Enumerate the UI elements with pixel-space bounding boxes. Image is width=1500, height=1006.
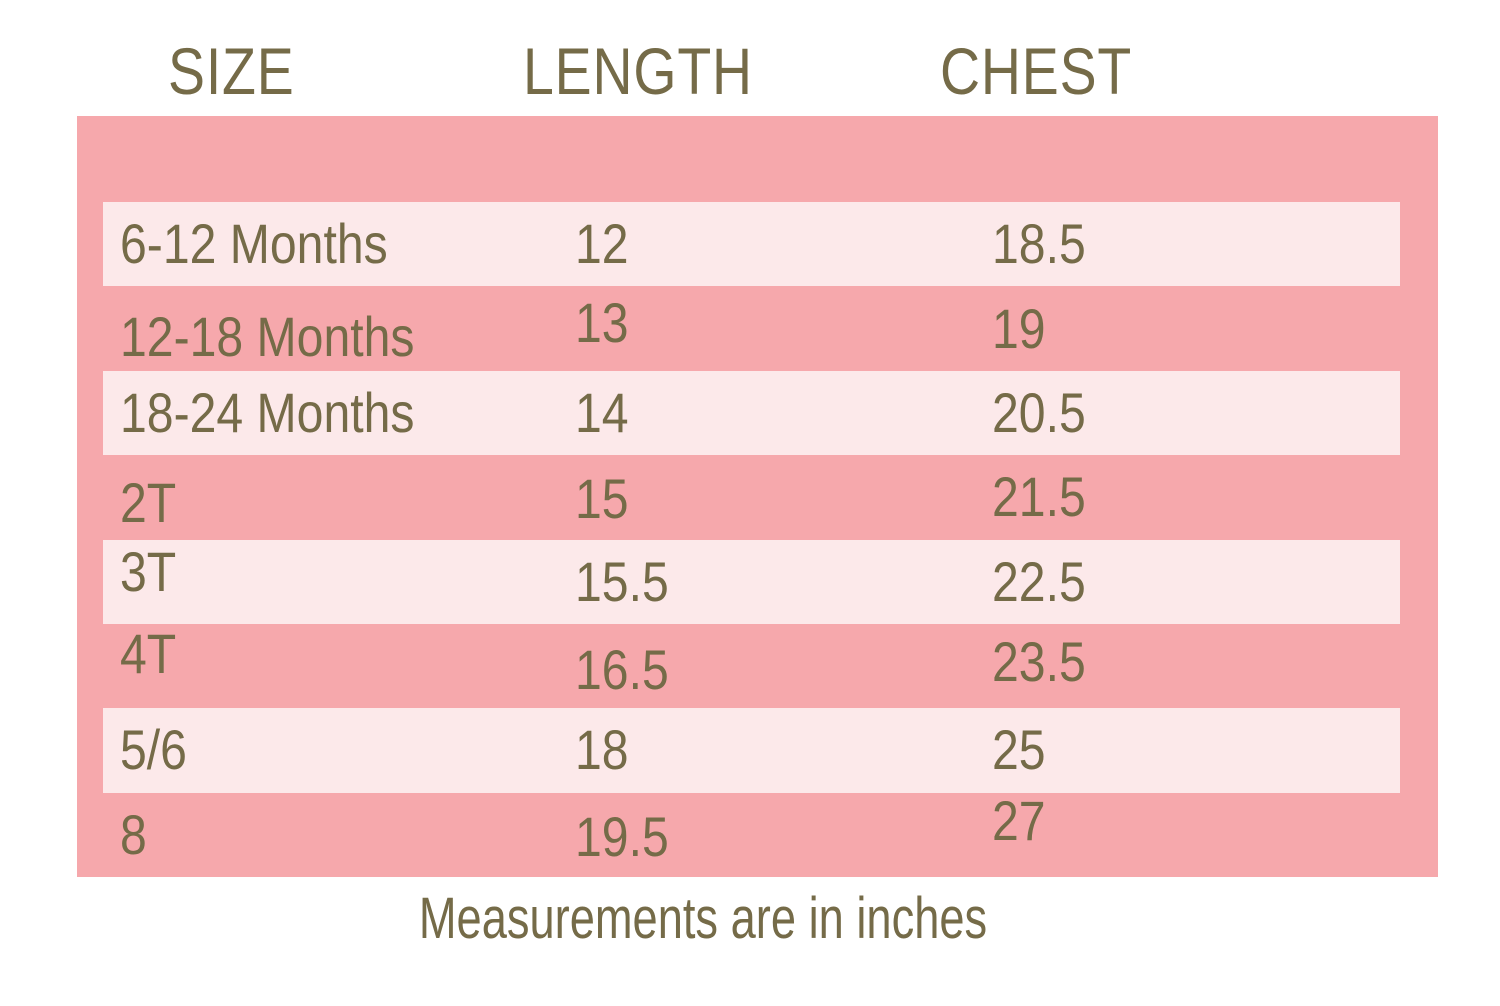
chest-cell: 27: [992, 788, 1046, 852]
length-cell: 15.5: [575, 549, 669, 613]
column-header-length: LENGTH: [523, 34, 753, 108]
table-row: 5/6 18 25: [77, 708, 1438, 793]
length-cell: 13: [575, 290, 629, 354]
column-header-size: SIZE: [168, 34, 295, 108]
footer-note: Measurements are in inches: [418, 886, 988, 951]
length-cell: 15: [575, 467, 629, 531]
table-row: 18-24 Months 14 20.5: [77, 370, 1438, 456]
size-cell: 4T: [120, 622, 177, 686]
length-cell: 12: [575, 212, 629, 276]
length-cell: 16.5: [575, 638, 669, 702]
table-row: 8 19.5 27: [77, 788, 1438, 877]
column-header-chest: CHEST: [940, 34, 1133, 108]
chest-cell: 21.5: [992, 465, 1086, 529]
table-row: 3T 15.5 22.5: [77, 539, 1438, 624]
chest-cell: 19: [992, 296, 1046, 360]
chest-cell: 22.5: [992, 549, 1086, 613]
size-cell: 12-18 Months: [120, 304, 415, 368]
table-row: 2T 15 21.5: [77, 455, 1438, 539]
size-cell: 18-24 Months: [120, 380, 415, 444]
chest-cell: 20.5: [992, 380, 1086, 444]
length-cell: 18: [575, 718, 629, 782]
table-row: 6-12 Months 12 18.5: [77, 202, 1438, 287]
chest-cell: 18.5: [992, 212, 1086, 276]
size-table: 6-12 Months 12 18.5 12-18 Months 13 19 1…: [77, 116, 1438, 877]
length-cell: 14: [575, 380, 629, 444]
table-row: 12-18 Months 13 19: [77, 286, 1438, 370]
size-cell: 6-12 Months: [120, 212, 388, 276]
size-cell: 3T: [120, 539, 177, 603]
chest-cell: 23.5: [992, 630, 1086, 694]
table-row: 4T 16.5 23.5: [77, 624, 1438, 708]
chest-cell: 25: [992, 718, 1046, 782]
size-cell: 8: [120, 802, 147, 866]
size-cell: 5/6: [120, 718, 187, 782]
size-cell: 2T: [120, 471, 177, 535]
length-cell: 19.5: [575, 804, 669, 868]
